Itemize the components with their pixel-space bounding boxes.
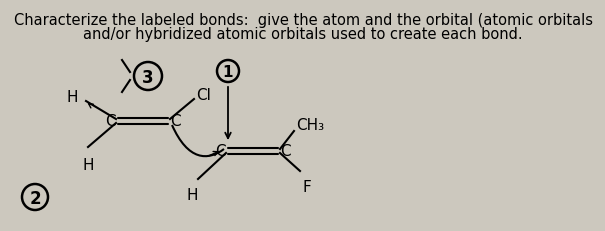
Text: H: H [67, 90, 78, 105]
Text: C: C [105, 114, 116, 129]
Text: 3: 3 [142, 69, 154, 87]
Text: and/or hybridized atomic orbitals used to create each bond.: and/or hybridized atomic orbitals used t… [83, 27, 523, 42]
Text: H: H [82, 157, 94, 172]
Text: 2: 2 [29, 189, 41, 207]
Text: C: C [280, 144, 290, 159]
Text: C: C [170, 114, 181, 129]
Text: C: C [215, 144, 226, 159]
Text: 1: 1 [223, 65, 234, 80]
Text: Cl: Cl [196, 88, 211, 103]
Text: F: F [302, 179, 311, 194]
Text: CH₃: CH₃ [296, 118, 324, 133]
Text: Characterize the labeled bonds:  give the atom and the orbital (atomic orbitals: Characterize the labeled bonds: give the… [13, 13, 592, 28]
Text: H: H [186, 187, 198, 202]
